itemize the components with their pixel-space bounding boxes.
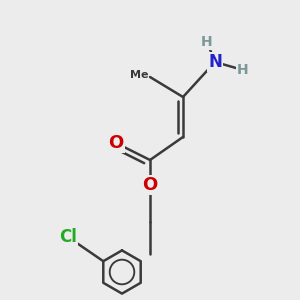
Text: O: O [108, 134, 124, 152]
Text: H: H [201, 35, 213, 49]
Text: N: N [208, 53, 222, 71]
Text: Cl: Cl [59, 228, 77, 246]
Text: H: H [237, 63, 249, 77]
Text: O: O [142, 176, 158, 194]
Text: Me: Me [130, 70, 148, 80]
